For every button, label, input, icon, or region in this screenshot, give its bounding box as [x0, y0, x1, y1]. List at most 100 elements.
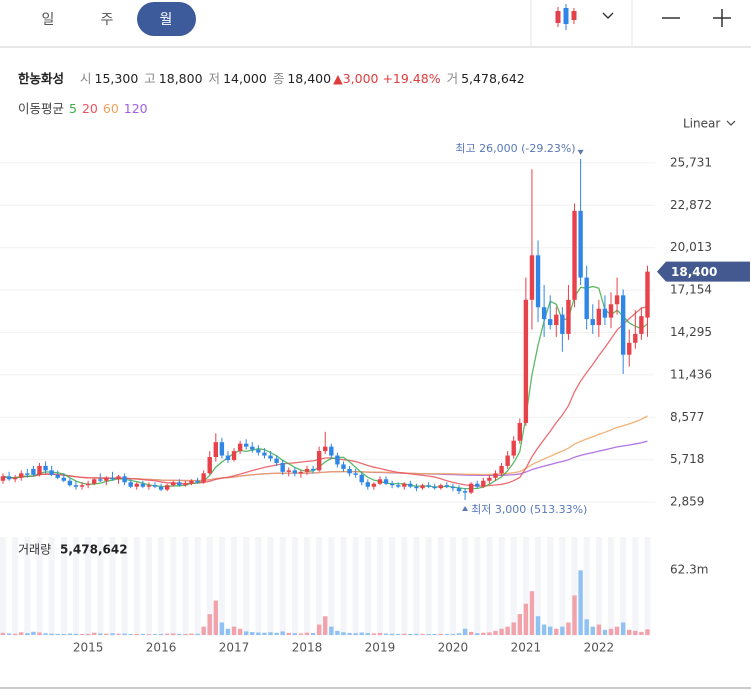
volume-bar [420, 633, 425, 635]
candle-body [250, 446, 255, 450]
volume-bar [207, 614, 212, 635]
quote-value: 14,000 [223, 71, 267, 86]
volume-bar [468, 631, 474, 635]
volume-bar [444, 634, 450, 635]
volume-bar [177, 633, 182, 635]
volume-bar [584, 619, 589, 635]
quote-label: 시 [80, 71, 92, 86]
volume-bar [280, 631, 285, 635]
volume-bar [371, 633, 377, 635]
volume-bar [237, 628, 243, 635]
candle-body [335, 455, 340, 465]
volume-bar [627, 629, 632, 635]
volume-bar [274, 632, 279, 635]
volume-value: 5,478,642 [461, 71, 525, 86]
volume-bar [541, 624, 547, 635]
volume-bar [578, 570, 583, 635]
volume-bar [171, 633, 176, 635]
volume-bar [554, 628, 559, 635]
volume-bar [596, 624, 602, 635]
y-tick-label: 22,872 [670, 198, 712, 212]
candle-body [614, 295, 620, 305]
chart-type-icon[interactable] [555, 4, 577, 30]
candle-body [61, 477, 66, 481]
volume-bar [499, 628, 504, 635]
volume-bar [140, 633, 146, 635]
volume-bar [335, 630, 340, 635]
y-tick-label: 14,295 [670, 325, 712, 339]
candle-body [371, 483, 377, 487]
volume-bar [560, 626, 565, 635]
candle-body [590, 319, 595, 326]
scale-chevron[interactable] [726, 120, 736, 126]
volume-tick-label: 62.3m [670, 563, 708, 577]
volume-bar [98, 633, 103, 635]
candle-body [268, 455, 273, 459]
volume-bar [572, 595, 577, 635]
quote-header: 한농화성 시 15,300 고 18,800 저 14,000 종 18,400 ▲3,000 +… [18, 68, 525, 87]
candle-body [316, 451, 322, 471]
volume-bar [219, 622, 225, 635]
candle-body [237, 443, 243, 452]
volume-bar [304, 632, 310, 635]
candle-body [444, 485, 450, 487]
candle-body [353, 473, 358, 475]
candle-body [468, 483, 474, 493]
quote-value: 18,800 [158, 71, 203, 86]
period-tab[interactable]: 일 [42, 12, 55, 28]
candle-body [560, 314, 565, 334]
quote-label: 저 [208, 71, 221, 86]
dropdown-chevron[interactable] [602, 12, 614, 19]
period-tab[interactable]: 월 [160, 12, 173, 28]
candle-body [517, 422, 522, 441]
volume-bar [146, 634, 152, 635]
candle-body [645, 271, 650, 318]
volume-bar [535, 616, 541, 635]
volume-bar [438, 633, 443, 635]
volume-bar [25, 633, 30, 635]
candle-body [231, 451, 237, 460]
volume-bar [213, 600, 218, 635]
volume-bar [523, 603, 529, 635]
candle-body [195, 480, 200, 483]
quote-value: 15,300 [94, 71, 139, 86]
candle-body [493, 473, 498, 478]
candle-body [152, 485, 158, 487]
scale-toggle[interactable]: Linear [683, 117, 720, 131]
candle-body [341, 464, 346, 469]
volume-bar [639, 631, 644, 635]
candle-body [256, 449, 261, 453]
volume-bar [462, 628, 468, 635]
volume-pane [0, 537, 655, 636]
candle-body [201, 473, 206, 483]
candle-body [639, 316, 644, 334]
ma-legend-item: 5 [69, 101, 77, 116]
y-tick-label: 20,013 [670, 240, 712, 254]
x-tick-label: 2019 [365, 641, 396, 655]
ma-legend-item: 60 [102, 101, 119, 116]
candle-body [116, 476, 121, 480]
candle-body [177, 482, 182, 486]
volume-bar [511, 622, 516, 635]
candle-body [535, 255, 541, 308]
period-tab[interactable]: 주 [101, 12, 114, 28]
candle-body [292, 470, 298, 474]
volume-bar [475, 633, 480, 635]
volume-bar [614, 626, 620, 635]
volume-bar [43, 633, 48, 635]
volume-bar [383, 633, 389, 635]
volume-bar [164, 633, 170, 635]
candle-body [158, 486, 164, 490]
candle-body [523, 299, 529, 423]
volume-bar [195, 633, 200, 635]
candle-body [383, 479, 389, 484]
volume-bar [158, 633, 164, 635]
volume-bar [244, 631, 249, 635]
candle-body [189, 480, 194, 484]
volume-bar [134, 634, 139, 635]
volume-bar [450, 633, 456, 635]
zoom-in[interactable] [713, 9, 731, 27]
volume-bar [73, 633, 79, 635]
volume-bar [347, 632, 352, 635]
